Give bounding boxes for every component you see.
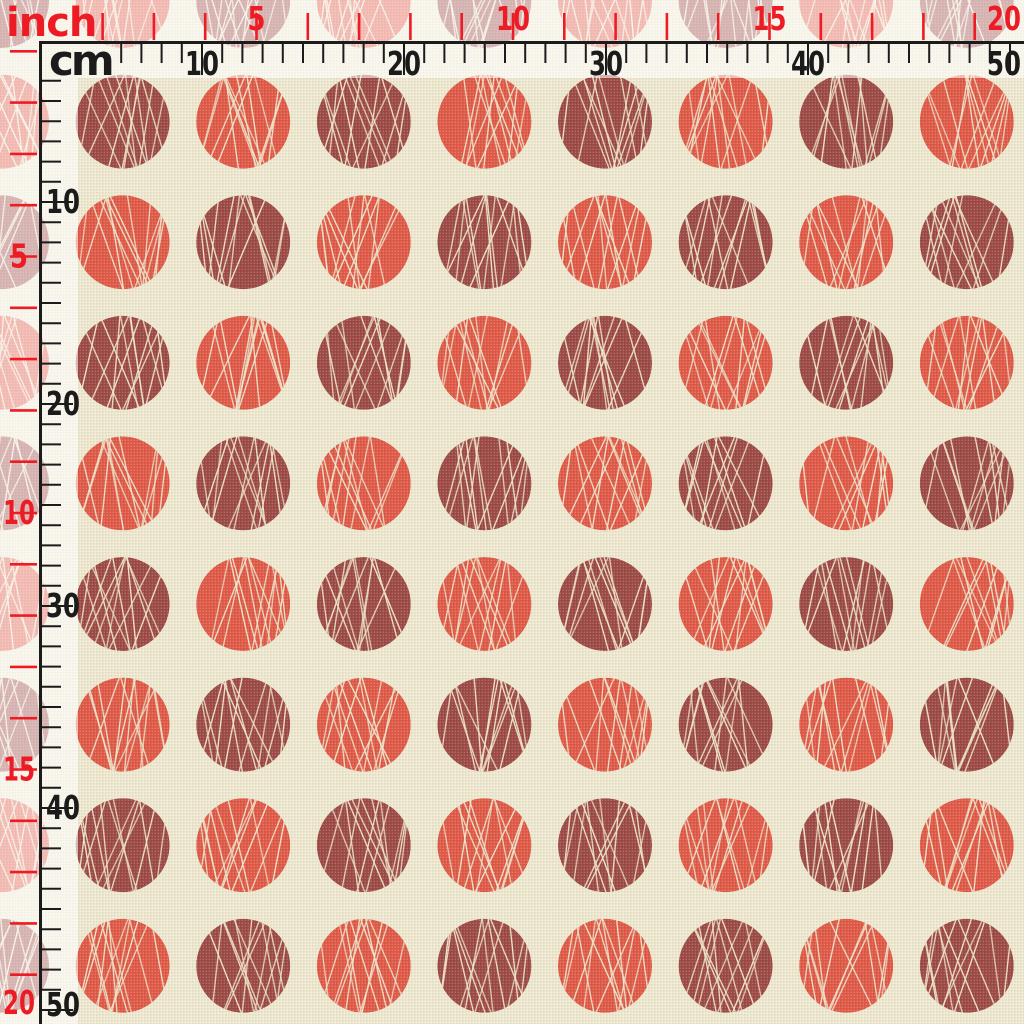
cm-ruler-label: cm	[49, 36, 115, 85]
cm-ruler-vertical-line	[39, 41, 42, 1024]
cm-number-left: 20	[46, 384, 80, 423]
cm-number-left: 40	[46, 788, 80, 827]
inch-number-top: 10	[496, 0, 530, 38]
inch-number-top: 20	[987, 0, 1021, 38]
cm-number-top: 40	[791, 44, 825, 83]
cm-ruler-horizontal-line	[39, 41, 1024, 44]
rulers: 10 20 30 40 50 10 20 30 40 50 5 10 15 20 5 10 15 20	[3, 0, 1024, 1024]
cm-number-top: 10	[185, 44, 219, 83]
inch-number-top: 5	[248, 0, 266, 38]
inch-number-left: 5	[10, 237, 28, 276]
cm-number-left: 10	[46, 182, 80, 221]
cm-number-top: 30	[589, 44, 623, 83]
cm-number-top: 20	[387, 44, 421, 83]
cm-number-left: 50	[46, 985, 80, 1024]
inch-number-left: 15	[3, 750, 35, 789]
inch-ruler-label: inch	[6, 0, 97, 46]
inch-number-left: 10	[3, 493, 35, 532]
inch-number-top: 15	[753, 0, 787, 38]
inch-number-left: 20	[3, 983, 35, 1022]
cm-number-top: 50	[987, 44, 1021, 83]
cm-number-left: 30	[46, 586, 80, 625]
